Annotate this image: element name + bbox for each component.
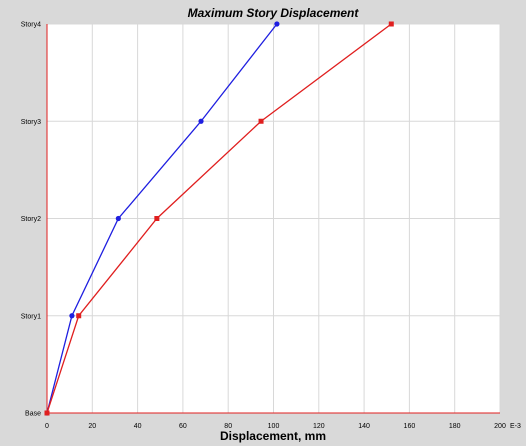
x-tick-label: 140 [358, 423, 370, 430]
series-1-point [274, 21, 280, 27]
x-tick-label: 20 [88, 423, 96, 430]
series-1-point [69, 313, 75, 319]
x-tick-label: 100 [268, 423, 280, 430]
chart-title: Maximum Story Displacement [188, 6, 360, 20]
x-tick-label: 180 [449, 423, 461, 430]
y-tick-label: Story4 [21, 22, 41, 29]
x-tick-label: 0 [45, 423, 49, 430]
series-group [44, 21, 394, 416]
grid-lines [47, 23, 501, 413]
series-2-point [388, 21, 394, 27]
x-axis-title: Displacement, mm [220, 429, 326, 443]
series-1-point [115, 215, 121, 222]
series-2-point [154, 216, 160, 221]
x-tick-label: 80 [224, 423, 232, 430]
x-tick-labels: 0 20 40 60 80 100 120 140 160 180 200 [45, 423, 506, 430]
x-tick-label: 40 [134, 423, 142, 430]
x-tick-label: 160 [404, 423, 416, 430]
series-2-point [76, 313, 82, 319]
series-2-point [44, 410, 50, 416]
y-tick-labels: Base Story1 Story2 Story3 Story4 [21, 22, 41, 418]
x-tick-label: 120 [313, 423, 325, 430]
y-tick-label: Story1 [21, 313, 41, 320]
x-axis-unit-suffix: E-3 [510, 423, 521, 430]
x-tick-label: 60 [179, 423, 187, 430]
series-2-point [258, 118, 264, 124]
y-tick-label: Story3 [21, 119, 41, 126]
x-tick-label: 200 [494, 423, 506, 430]
y-tick-label: Base [25, 411, 41, 418]
series-1-point [198, 118, 204, 124]
y-tick-label: Story2 [21, 216, 41, 223]
